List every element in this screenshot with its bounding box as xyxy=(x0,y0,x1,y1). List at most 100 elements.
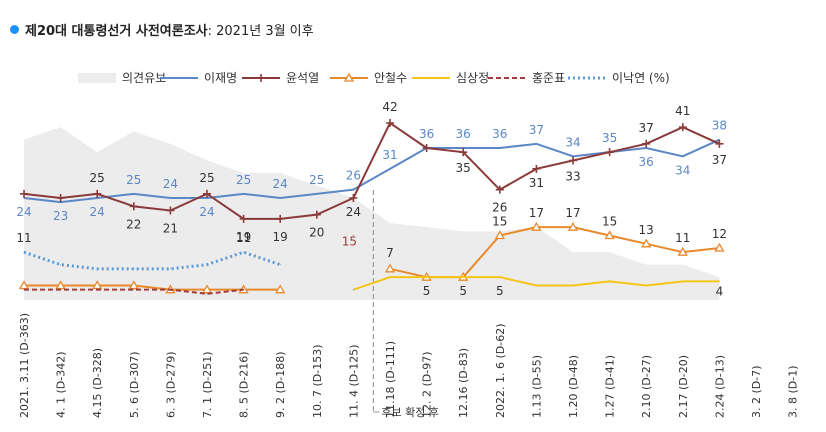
opinion-reserved-area xyxy=(24,127,720,301)
legend-item: 안철수 xyxy=(330,71,407,85)
data-point xyxy=(715,139,724,148)
data-point xyxy=(92,280,103,290)
data-label: 24 xyxy=(273,177,288,191)
data-point xyxy=(462,276,464,278)
data-label: 37 xyxy=(712,153,727,167)
data-label: 38 xyxy=(712,119,727,133)
data-label: 11 xyxy=(16,231,31,245)
data-point xyxy=(20,189,28,198)
series-line xyxy=(23,250,281,271)
data-point xyxy=(535,143,537,145)
data-label: 36 xyxy=(419,127,434,141)
legend-item: 이낙연 (%) xyxy=(568,71,670,85)
data-point xyxy=(23,251,25,253)
x-tick-label: 1.13 (D-55) xyxy=(530,355,543,418)
x-tick-label: 12. 2 (D-97) xyxy=(421,351,434,418)
data-point xyxy=(682,155,684,157)
data-point xyxy=(60,289,62,291)
data-point xyxy=(133,193,135,195)
data-label: 5 xyxy=(496,284,504,298)
data-point xyxy=(56,194,65,202)
data-label: 22 xyxy=(126,217,141,231)
data-point xyxy=(316,193,318,195)
legend-label: 안철수 xyxy=(374,71,407,85)
data-point xyxy=(718,280,720,282)
x-tick-label: 10. 7 (D-153) xyxy=(311,344,324,418)
data-point xyxy=(206,293,208,295)
data-point xyxy=(386,119,394,127)
data-point xyxy=(677,246,688,256)
data-label: 25 xyxy=(199,171,214,185)
data-label: 36 xyxy=(639,155,654,169)
data-point xyxy=(567,221,579,231)
x-tick-label: 4.15 (D-328) xyxy=(91,348,104,418)
data-label: 19 xyxy=(236,230,251,244)
data-label: 4 xyxy=(716,284,724,298)
x-tick-label: 2.24 (D-13) xyxy=(713,355,726,418)
data-point xyxy=(572,285,574,286)
chart-title-main: 제20대 대통령선거 사전여론조사 xyxy=(25,24,208,39)
data-label: 42 xyxy=(382,100,397,114)
data-point xyxy=(352,235,354,236)
data-point xyxy=(714,242,725,252)
data-point xyxy=(239,214,248,223)
x-tick-label: 4. 1 (D-342) xyxy=(55,351,68,418)
data-point xyxy=(243,193,245,195)
data-label: 11 xyxy=(236,231,251,245)
data-point xyxy=(243,251,245,253)
data-label: 13 xyxy=(639,223,654,237)
data-label: 35 xyxy=(456,161,471,175)
data-point xyxy=(276,214,285,223)
x-tick-label: 2.17 (D-20) xyxy=(677,355,690,418)
data-point xyxy=(384,263,396,273)
x-tick-label: 2022. 1. 6 (D-62) xyxy=(494,324,507,419)
legend-label: 이재명 xyxy=(204,71,237,85)
legend-swatch xyxy=(78,73,116,83)
data-label: 37 xyxy=(639,121,654,135)
data-label: 33 xyxy=(565,170,580,184)
data-label: 24 xyxy=(199,205,214,219)
data-point xyxy=(169,197,171,199)
data-label: 41 xyxy=(675,104,690,118)
data-point xyxy=(128,280,139,290)
x-tick-label: 3. 8 (D-1) xyxy=(787,365,800,418)
data-point xyxy=(604,230,615,240)
data-label: 25 xyxy=(90,171,105,185)
bullet-dot-icon xyxy=(10,25,19,34)
data-label: 26 xyxy=(346,169,361,183)
data-point xyxy=(642,139,651,148)
data-label: 17 xyxy=(565,206,580,220)
data-point xyxy=(60,264,62,266)
data-point xyxy=(532,164,541,173)
data-point xyxy=(535,285,537,286)
data-label: 36 xyxy=(492,127,507,141)
x-tick-label: 5. 6 (D-307) xyxy=(128,351,141,418)
legend-label: 홍준표 xyxy=(532,71,565,85)
data-label: 12 xyxy=(712,227,727,241)
x-tick-label: 11. 4 (D-125) xyxy=(347,344,360,418)
data-point xyxy=(426,276,428,278)
data-point xyxy=(279,264,281,266)
data-label: 15 xyxy=(602,215,617,229)
legend-item: 윤석열 xyxy=(242,71,319,85)
data-point xyxy=(389,168,391,170)
data-label: 25 xyxy=(309,173,324,187)
chart-title: 제20대 대통령선거 사전여론조사: 2021년 3월 이후 xyxy=(10,20,314,39)
x-tick-label: 3. 2 (D-7) xyxy=(750,365,763,418)
data-point xyxy=(201,284,213,294)
series-5 xyxy=(23,235,354,295)
data-point xyxy=(499,276,501,278)
data-label: 23 xyxy=(53,209,68,223)
x-tick-label: 9. 2 (D-188) xyxy=(274,351,287,418)
series-6 xyxy=(23,250,354,291)
legend-item: 의견유보 xyxy=(78,71,166,85)
data-label: 21 xyxy=(163,222,178,236)
data-label: 31 xyxy=(529,176,544,190)
data-point xyxy=(243,289,245,291)
data-point xyxy=(495,185,504,194)
data-label: 24 xyxy=(90,205,105,219)
legend-marker xyxy=(343,72,355,82)
legend-marker xyxy=(257,74,265,82)
data-label: 20 xyxy=(309,226,324,240)
